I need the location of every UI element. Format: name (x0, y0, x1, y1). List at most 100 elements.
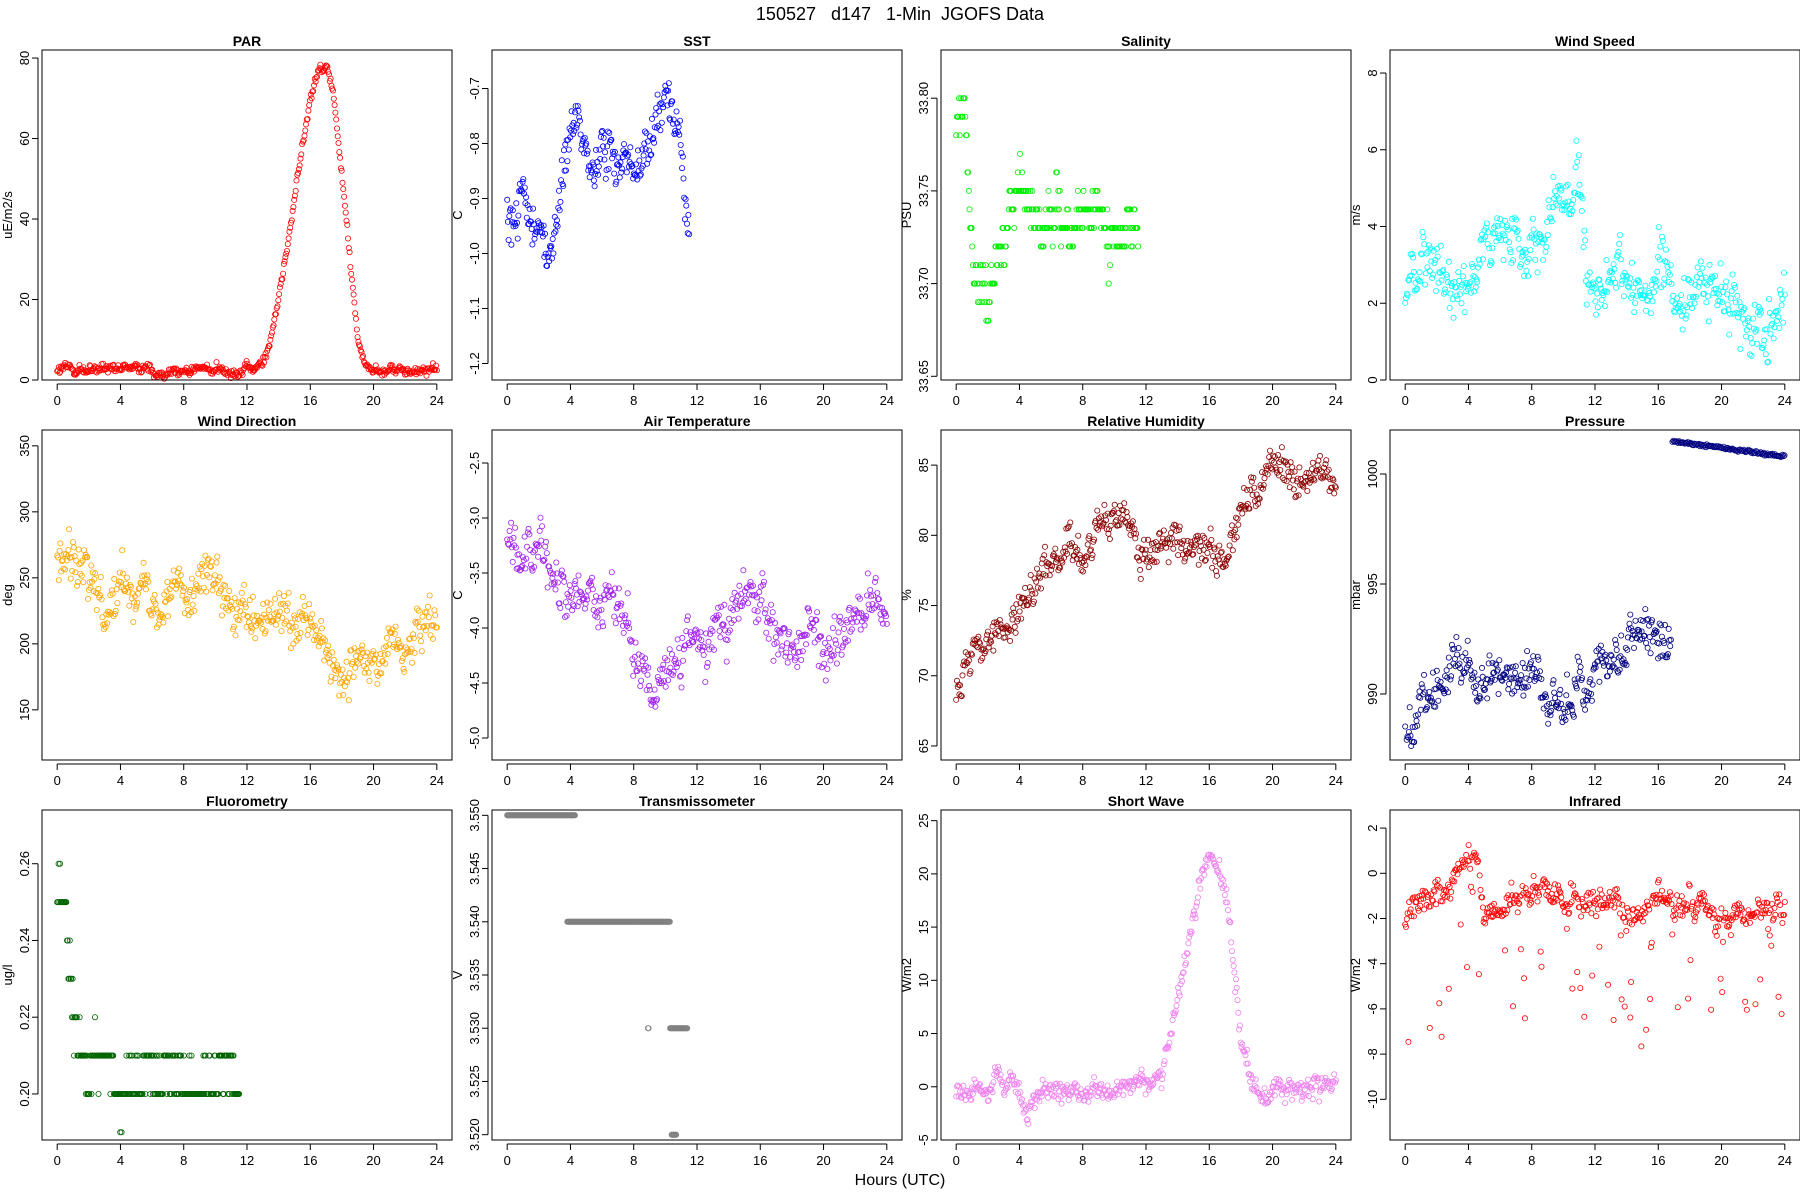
data-point (314, 73, 321, 80)
data-point (1061, 554, 1068, 561)
data-point (1729, 271, 1736, 278)
data-point (336, 692, 343, 699)
data-point (1201, 534, 1208, 541)
data-point (1758, 309, 1765, 316)
data-point (600, 143, 607, 150)
panel-title-air-temperature: Air Temperature (643, 413, 750, 429)
data-point (670, 116, 677, 123)
data-point (348, 276, 355, 283)
data-point (219, 366, 226, 373)
data-point (649, 115, 656, 122)
plot-frame-pressure (1389, 429, 1800, 761)
data-point (1438, 277, 1445, 284)
data-point (642, 655, 649, 662)
data-point (1510, 257, 1517, 264)
data-point (598, 606, 605, 613)
data-point (824, 666, 831, 673)
data-point (1407, 906, 1414, 913)
data-point (1538, 676, 1545, 683)
data-point (431, 607, 438, 614)
y-tick-label: -5 (916, 1134, 931, 1146)
data-point (539, 523, 546, 530)
data-point (1093, 206, 1100, 213)
data-point (700, 652, 707, 659)
data-point (1594, 290, 1601, 297)
data-point (1122, 518, 1129, 525)
data-point (998, 243, 1005, 250)
data-point (1420, 234, 1427, 241)
x-tick-label: 24 (1778, 393, 1792, 408)
data-point (1014, 169, 1021, 176)
points-infrared (1402, 842, 1788, 1050)
data-point (1614, 252, 1621, 259)
data-point (677, 117, 684, 124)
data-point (523, 194, 530, 201)
x-tick-label: 4 (567, 393, 574, 408)
data-point (1642, 282, 1649, 289)
plot-frame-salinity (940, 49, 1352, 381)
data-point (1524, 258, 1531, 265)
data-point (402, 651, 409, 658)
data-point (977, 640, 984, 647)
data-point (642, 128, 649, 135)
data-point (1455, 269, 1462, 276)
data-point (88, 562, 95, 569)
data-point (329, 87, 336, 94)
data-point (230, 623, 237, 630)
data-point (268, 332, 275, 339)
data-point (1259, 485, 1266, 492)
data-point (672, 656, 679, 663)
data-point (1015, 615, 1022, 622)
data-point (786, 629, 793, 636)
data-point (1472, 683, 1479, 690)
data-point (1666, 271, 1673, 278)
data-point (683, 202, 690, 209)
data-point (1040, 243, 1047, 250)
data-point (584, 596, 591, 603)
points-fluorometry (54, 860, 243, 1136)
data-point (705, 638, 712, 645)
data-point (1747, 334, 1754, 341)
x-tick-label: 16 (1202, 1153, 1216, 1168)
data-point (1508, 879, 1515, 886)
data-point (971, 1076, 978, 1083)
data-point (1707, 279, 1714, 286)
x-tick-label: 4 (117, 773, 124, 788)
data-point (346, 670, 353, 677)
data-point (595, 163, 602, 170)
data-point (1104, 1082, 1111, 1089)
data-point (615, 585, 622, 592)
data-point (1667, 262, 1674, 269)
data-point (711, 646, 718, 653)
x-tick-label: 20 (366, 393, 380, 408)
data-point (1643, 307, 1650, 314)
data-point (1659, 237, 1666, 244)
data-point (1534, 269, 1541, 276)
data-point (1570, 197, 1577, 204)
points-air-temperature (504, 514, 890, 710)
data-point (864, 570, 871, 577)
data-point (1601, 302, 1608, 309)
data-point (599, 127, 606, 134)
data-point (1467, 279, 1474, 286)
data-point (1475, 256, 1482, 263)
data-point (1124, 514, 1131, 521)
y-tick-label: 350 (17, 435, 32, 457)
data-point (1685, 276, 1692, 283)
data-point (566, 582, 573, 589)
x-tick-label: 0 (504, 393, 511, 408)
data-point (1404, 292, 1411, 299)
x-axis-wind-speed: 0 4 8 12 16 20 24 (1402, 383, 1792, 408)
data-point (142, 586, 149, 593)
data-point (553, 217, 560, 224)
data-point (260, 359, 267, 366)
data-point (1580, 701, 1587, 708)
data-point (1559, 206, 1566, 213)
data-point (959, 113, 966, 120)
data-point (1471, 669, 1478, 676)
data-point (558, 567, 565, 574)
data-point (1034, 565, 1041, 572)
x-tick-label: 20 (816, 1153, 830, 1168)
data-point (1513, 229, 1520, 236)
